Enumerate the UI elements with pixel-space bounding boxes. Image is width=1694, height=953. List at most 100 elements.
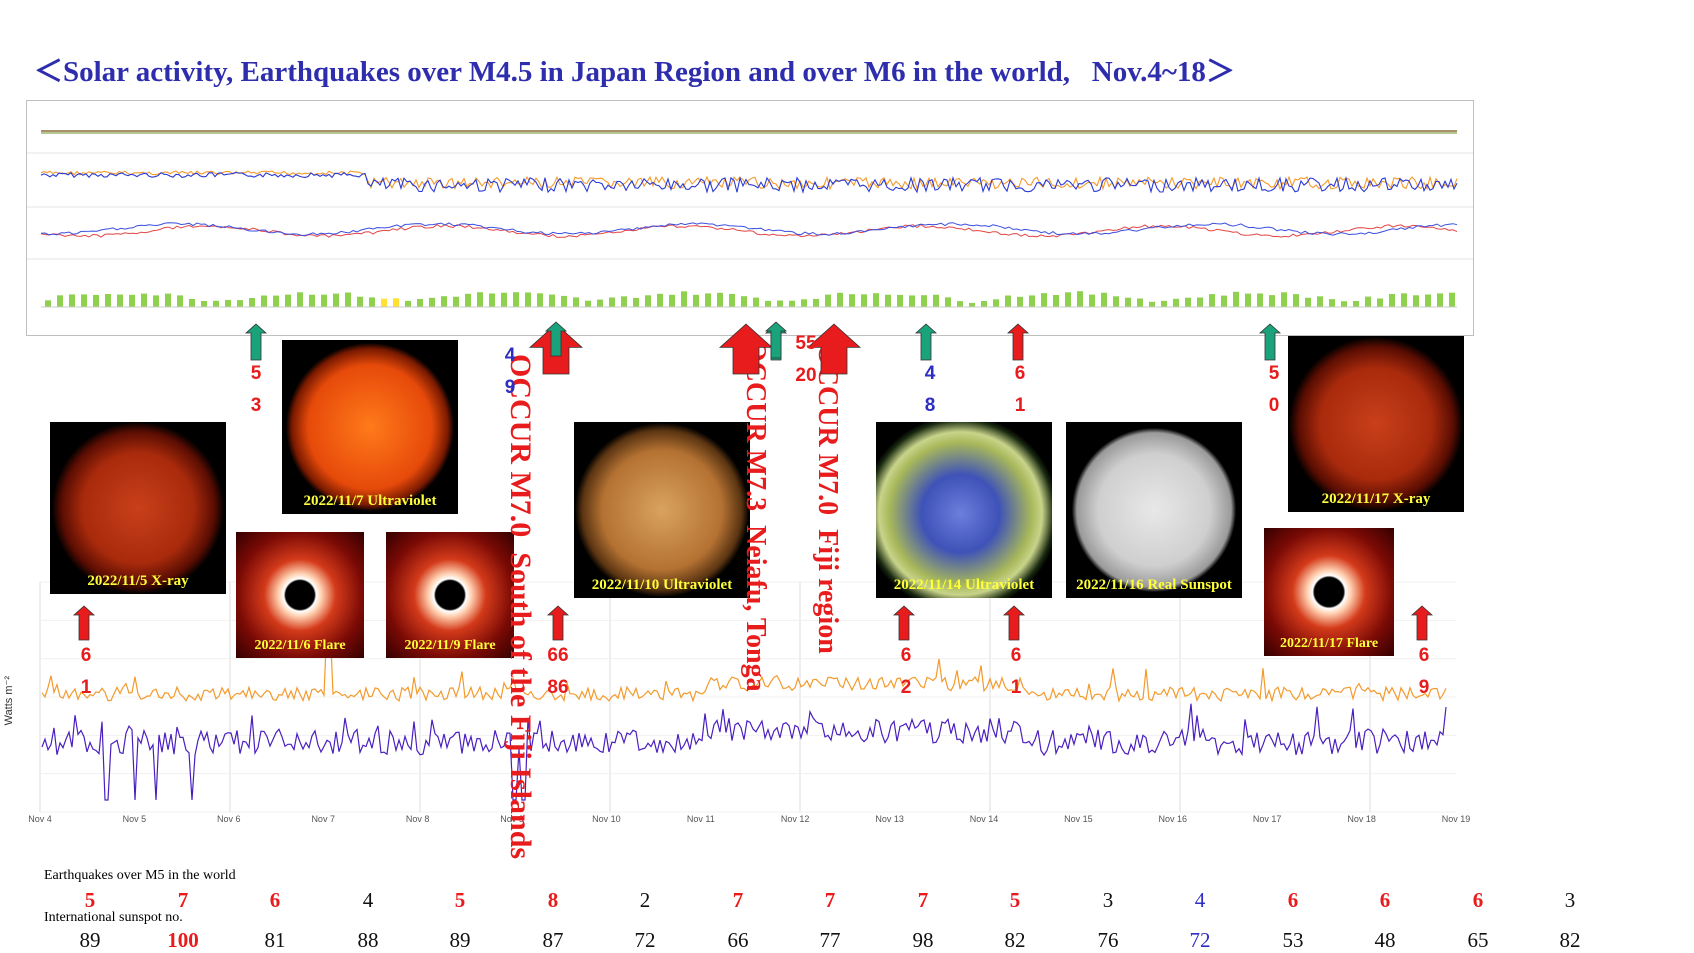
kp-bar <box>1233 291 1239 307</box>
kp-bar <box>309 294 315 307</box>
xray-short-series <box>41 703 1447 801</box>
kp-bar <box>705 293 711 307</box>
sunspot-count: 98 <box>912 928 934 952</box>
kp-bar <box>969 302 975 307</box>
kp-bar <box>93 294 99 307</box>
solar-image-flare: 2022/11/17 Flare <box>1264 528 1394 656</box>
large-red-arrow <box>806 323 862 375</box>
arrow-label: 9 <box>1418 677 1430 698</box>
earthquake-count: 5 <box>454 888 466 912</box>
solar-image-caption: 2022/11/17 X-ray <box>1321 491 1431 507</box>
kp-bar <box>1161 300 1167 307</box>
earthquake-count: 3 <box>1564 888 1576 912</box>
kp-bar <box>561 295 567 307</box>
kp-bar <box>225 299 231 307</box>
arrow-label: 86 <box>547 677 569 698</box>
kp-bar <box>1269 295 1275 307</box>
arrow-label: 0 <box>1268 395 1280 416</box>
goes-day-tick: Nov 17 <box>1253 814 1282 824</box>
solar-image-caption: 2022/11/14 Ultraviolet <box>893 577 1035 593</box>
sunspot-row-label: International sunspot no. <box>44 910 183 925</box>
goes-day-tick: Nov 15 <box>1064 814 1093 824</box>
arrow-label: 8 <box>924 395 936 416</box>
kp-bar <box>141 293 147 307</box>
solar-image-caption: 2022/11/5 X-ray <box>87 573 189 589</box>
goes-day-tick: Nov 11 <box>687 814 715 824</box>
kp-bar <box>1209 294 1215 307</box>
page-title: ＜Solar activity, Earthquakes over M4.5 i… <box>34 56 1235 88</box>
kp-bar <box>1077 291 1083 307</box>
arrow-label: 55 <box>795 333 817 354</box>
kp-bar <box>729 293 735 307</box>
bottom-up-arrow <box>72 605 96 641</box>
kp-bar <box>165 293 171 307</box>
kp-bar <box>1425 294 1431 307</box>
kp-bar <box>1185 297 1191 307</box>
kp-bar <box>1149 301 1155 307</box>
goes-day-tick: Nov 6 <box>217 814 241 824</box>
earthquake-count: 6 <box>1287 888 1299 912</box>
kp-bar <box>609 297 615 307</box>
earthquake-count: 3 <box>1102 888 1114 912</box>
kp-bar <box>453 296 459 307</box>
electron-flux-blue <box>40 171 1458 194</box>
kp-bar <box>945 297 951 307</box>
earthquake-count: 5 <box>1009 888 1021 912</box>
kp-bar <box>837 292 843 307</box>
kp-bar <box>1353 301 1359 307</box>
kp-bar <box>57 295 63 307</box>
small-up-arrow <box>244 323 268 361</box>
arrow-label: 6 <box>900 645 912 666</box>
arrow-label: 9 <box>504 377 516 398</box>
earthquake-count: 6 <box>1379 888 1391 912</box>
kp-bar <box>645 295 651 307</box>
kp-bar <box>525 292 531 307</box>
sunspot-count: 77 <box>819 928 841 952</box>
solar-image-xray: 2022/11/17 X-ray <box>1288 336 1464 512</box>
kp-bar <box>1317 296 1323 307</box>
kp-bar <box>633 297 639 307</box>
kp-bar <box>1137 298 1143 307</box>
small-up-arrow <box>1006 323 1030 361</box>
solar-image-uv-green: 2022/11/14 Ultraviolet <box>876 422 1052 598</box>
solar-image-caption: 2022/11/7 Ultraviolet <box>303 493 437 509</box>
kp-bar <box>477 292 483 307</box>
kp-bar <box>801 299 807 307</box>
kp-bar <box>177 295 183 307</box>
kp-bar <box>429 297 435 307</box>
kp-bar <box>1005 295 1011 307</box>
kp-bar <box>897 294 903 307</box>
arrow-label: 6 <box>1418 645 1430 666</box>
kp-bar <box>1197 297 1203 307</box>
kp-bar <box>393 298 399 307</box>
sunspot-count: 89 <box>449 928 471 952</box>
kp-bar <box>717 292 723 307</box>
kp-bar <box>1065 292 1071 307</box>
earthquake-count: 6 <box>1472 888 1484 912</box>
goes-day-tick: Nov 9 <box>500 814 524 824</box>
kp-bar <box>1041 293 1047 307</box>
goes-day-tick: Nov 14 <box>970 814 999 824</box>
kp-bar <box>1437 293 1443 307</box>
kp-bar <box>1401 293 1407 307</box>
kp-bar <box>825 294 831 307</box>
sunspot-count: 100 <box>167 928 199 952</box>
earthquake-event-label: OCCUR M7.0 South of the Fiji Islands <box>504 354 537 860</box>
kp-bar <box>369 297 375 307</box>
solar-image-uv-gold: 2022/11/10 Ultraviolet <box>574 422 750 598</box>
goes-day-tick: Nov 19 <box>1442 814 1471 824</box>
kp-bar <box>573 297 579 307</box>
arrow-label: 5 <box>1268 363 1280 384</box>
solar-image-caption: 2022/11/9 Flare <box>404 638 496 653</box>
kp-bar <box>333 293 339 307</box>
goes-day-tick: Nov 16 <box>1159 814 1188 824</box>
goes-day-tick: Nov 13 <box>875 814 904 824</box>
kp-bar <box>1053 295 1059 307</box>
small-up-arrow <box>914 323 938 361</box>
goes-day-tick: Nov 7 <box>311 814 335 824</box>
kp-bar <box>849 294 855 307</box>
earthquake-count: 7 <box>917 888 929 912</box>
kp-bar <box>81 294 87 307</box>
sunspot-count: 53 <box>1282 928 1304 952</box>
